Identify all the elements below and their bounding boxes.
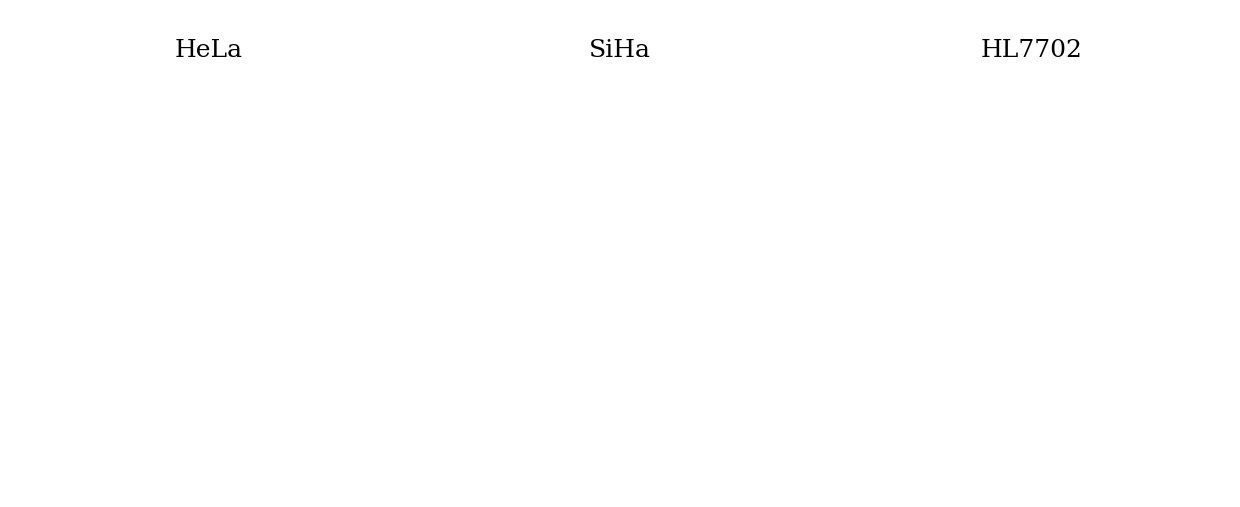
Ellipse shape — [208, 288, 224, 302]
Ellipse shape — [911, 175, 924, 187]
Ellipse shape — [115, 451, 122, 458]
Ellipse shape — [120, 256, 133, 266]
Ellipse shape — [115, 238, 129, 250]
Ellipse shape — [227, 316, 269, 358]
Ellipse shape — [104, 183, 109, 188]
Ellipse shape — [880, 223, 892, 233]
Ellipse shape — [1114, 122, 1177, 182]
Ellipse shape — [170, 393, 185, 407]
Ellipse shape — [1135, 397, 1148, 411]
Ellipse shape — [890, 135, 921, 169]
Ellipse shape — [598, 309, 604, 315]
Text: HL7702: HL7702 — [981, 39, 1083, 62]
Ellipse shape — [110, 144, 126, 159]
Ellipse shape — [141, 430, 159, 446]
Ellipse shape — [967, 282, 977, 291]
Ellipse shape — [138, 413, 146, 421]
Ellipse shape — [914, 258, 921, 265]
Ellipse shape — [976, 307, 985, 316]
Ellipse shape — [1011, 160, 1028, 177]
Ellipse shape — [1180, 110, 1235, 194]
Ellipse shape — [882, 93, 921, 143]
Ellipse shape — [972, 160, 988, 177]
Ellipse shape — [211, 374, 222, 384]
Ellipse shape — [153, 372, 170, 387]
Ellipse shape — [901, 240, 910, 248]
Text: SiHa: SiHa — [589, 39, 651, 62]
Ellipse shape — [988, 333, 996, 341]
Ellipse shape — [921, 67, 985, 110]
Ellipse shape — [148, 461, 153, 466]
Ellipse shape — [202, 352, 216, 364]
Ellipse shape — [68, 234, 82, 246]
Ellipse shape — [1109, 372, 1126, 387]
Ellipse shape — [73, 144, 93, 159]
Ellipse shape — [1060, 163, 1073, 174]
Text: HeLa: HeLa — [175, 39, 243, 62]
